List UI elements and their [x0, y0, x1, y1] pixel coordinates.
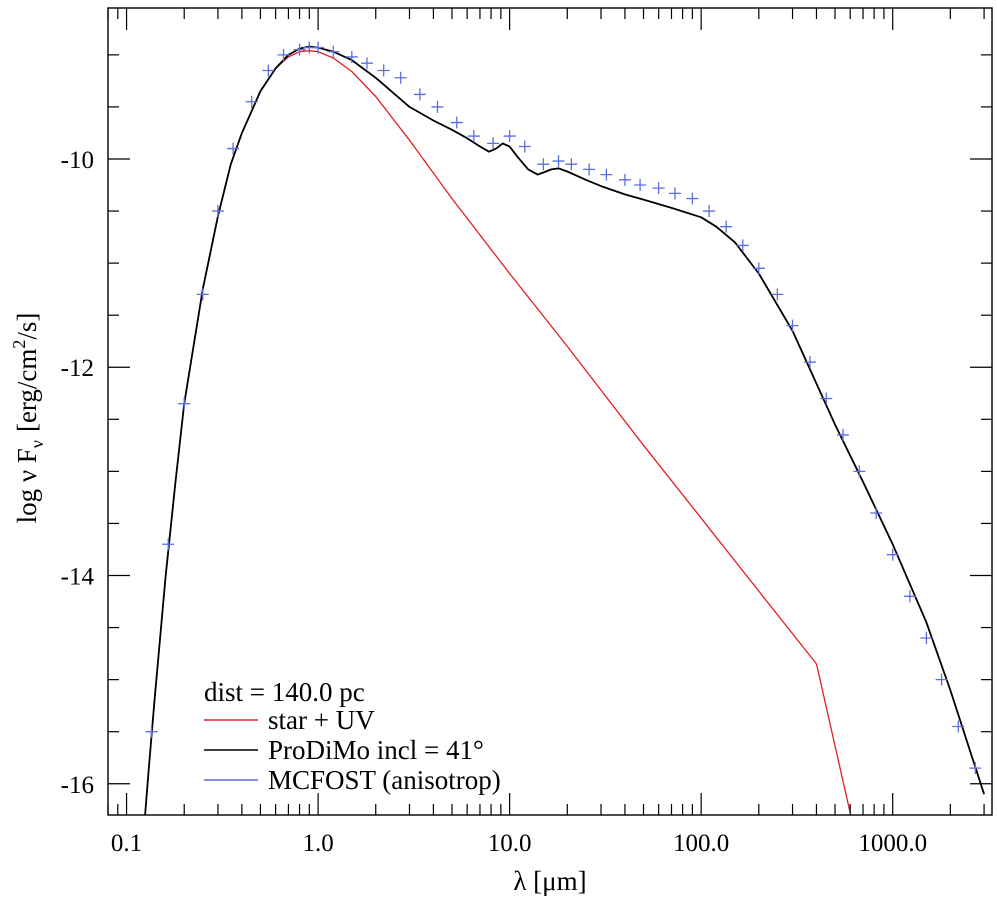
- axis-ticks: [107, 8, 992, 815]
- mcfost-point: [969, 762, 982, 775]
- data-curves: [144, 45, 985, 815]
- mcfost-point: [903, 590, 916, 603]
- mcfost-point: [211, 205, 224, 218]
- mcfost-point: [345, 50, 358, 63]
- mcfost-point: [686, 192, 699, 205]
- legend-label-prodimo: ProDiMo incl = 41°: [268, 735, 484, 765]
- mcfost-point: [886, 548, 899, 561]
- mcfost-point: [431, 100, 444, 113]
- y-tick-label: -10: [61, 147, 94, 174]
- series-line-prodimo-incl-41: [144, 45, 985, 815]
- mcfost-point: [467, 130, 480, 143]
- x-tick-label: 1.0: [302, 830, 333, 857]
- mcfost-point: [786, 319, 799, 332]
- mcfost-point: [377, 64, 390, 77]
- mcfost-point: [360, 57, 373, 70]
- mcfost-point: [853, 465, 866, 478]
- mcfost-point: [668, 187, 681, 200]
- mcfost-point: [652, 182, 665, 195]
- mcfost-point: [634, 179, 647, 192]
- plot-frame: [107, 7, 993, 816]
- mcfost-point: [293, 43, 306, 56]
- legend: dist = 140.0 pc star + UV ProDiMo incl =…: [204, 677, 501, 795]
- x-axis-label: λ [μm]: [513, 866, 586, 896]
- mcfost-point: [503, 130, 516, 143]
- mcfost-point: [583, 163, 596, 176]
- mcfost-point: [820, 392, 833, 405]
- tick-labels: 0.1 1.0 10.0 100.0 1000.0 -10 -12 -14 -16: [61, 147, 927, 857]
- legend-label-mcfost: MCFOST (anisotrop): [268, 765, 501, 795]
- x-tick-label: 100.0: [673, 830, 729, 857]
- mcfost-point: [920, 631, 933, 644]
- x-tick-label: 10.0: [488, 830, 532, 857]
- mcfost-point: [245, 95, 258, 108]
- mcfost-point: [552, 155, 565, 168]
- mcfost-point: [450, 116, 463, 129]
- mcfost-point: [935, 673, 948, 686]
- mcfost-point: [752, 262, 765, 275]
- mcfost-point: [196, 288, 209, 301]
- mcfost-point: [703, 205, 716, 218]
- mcfost-point: [277, 48, 290, 61]
- mcfost-point: [262, 64, 275, 77]
- mcfost-point: [565, 158, 578, 171]
- mcfost-point: [836, 428, 849, 441]
- mcfost-point: [518, 140, 531, 153]
- y-axis-label: log ν Fν[erg/cm2/s]: [9, 313, 47, 524]
- mcfost-point: [227, 142, 240, 155]
- data-markers: [145, 41, 982, 775]
- legend-label-star-uv: star + UV: [268, 705, 375, 735]
- mcfost-point: [537, 158, 550, 171]
- mcfost-point: [736, 239, 749, 252]
- mcfost-point: [394, 71, 407, 84]
- mcfost-point: [952, 720, 965, 733]
- mcfost-point: [720, 220, 733, 233]
- mcfost-point: [600, 168, 613, 181]
- mcfost-point: [771, 288, 784, 301]
- x-tick-label: 1000.0: [858, 830, 927, 857]
- mcfost-point: [413, 88, 426, 101]
- mcfost-point: [487, 137, 500, 150]
- mcfost-point: [803, 356, 816, 369]
- x-tick-label: 0.1: [111, 830, 142, 857]
- mcfost-point: [618, 173, 631, 186]
- mcfost-point: [145, 725, 158, 738]
- mcfost-point: [162, 538, 175, 551]
- mcfost-point: [178, 397, 191, 410]
- mcfost-point: [327, 45, 340, 58]
- legend-distance-annotation: dist = 140.0 pc: [204, 677, 365, 707]
- mcfost-point: [312, 41, 325, 54]
- y-tick-label: -16: [61, 772, 94, 799]
- y-tick-label: -12: [61, 355, 94, 382]
- y-tick-label: -14: [61, 564, 95, 591]
- mcfost-point: [870, 507, 883, 520]
